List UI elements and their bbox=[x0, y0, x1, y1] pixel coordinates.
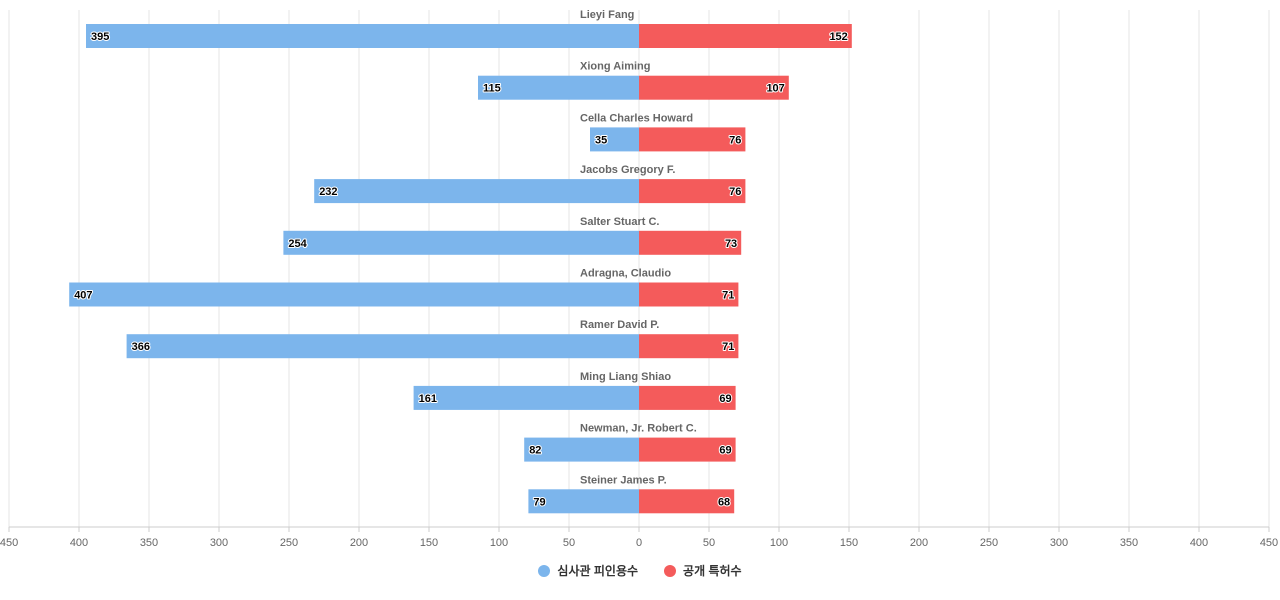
bar-examiner-citations[interactable] bbox=[524, 437, 639, 462]
data-label-examiner-citations: 366 bbox=[132, 341, 150, 353]
x-tick-label: 200 bbox=[910, 537, 928, 549]
legend-label-published-patents: 공개 특허수 bbox=[683, 564, 742, 578]
x-tick-label: 150 bbox=[840, 537, 858, 549]
bar-examiner-citations[interactable] bbox=[478, 75, 639, 100]
x-tick-label: 100 bbox=[770, 537, 788, 549]
x-axis: 450 400 350 300 250 200 150 100 50 0 50 100 150 200 25… bbox=[0, 526, 1278, 549]
bar-examiner-citations[interactable] bbox=[528, 489, 639, 514]
x-tick-label: 300 bbox=[1050, 537, 1068, 549]
data-label-examiner-citations: 232 bbox=[319, 186, 337, 198]
bar-published-patents[interactable] bbox=[639, 230, 742, 255]
bar-published-patents[interactable] bbox=[639, 75, 789, 100]
data-label-published-patents: 76 bbox=[729, 134, 741, 146]
bar-examiner-citations[interactable] bbox=[314, 179, 639, 204]
x-tick-label: 350 bbox=[1120, 537, 1138, 549]
data-label-published-patents: 76 bbox=[729, 186, 741, 198]
data-label-published-patents: 152 bbox=[829, 31, 847, 43]
data-label-examiner-citations: 115 bbox=[483, 83, 501, 95]
bar-published-patents[interactable] bbox=[639, 179, 746, 204]
data-label-examiner-citations: 35 bbox=[595, 134, 607, 146]
legend-label-examiner-citations: 심사관 피인용수 bbox=[557, 564, 639, 578]
category-label: Steiner James P. bbox=[580, 474, 667, 486]
x-tick-label: 250 bbox=[980, 537, 998, 549]
legend: 심사관 피인용수 공개 특허수 bbox=[0, 562, 1280, 579]
bar-examiner-citations[interactable] bbox=[413, 385, 639, 410]
data-label-examiner-citations: 79 bbox=[533, 496, 545, 508]
category-label: Ramer David P. bbox=[580, 319, 659, 331]
data-label-published-patents: 71 bbox=[722, 290, 734, 302]
data-label-published-patents: 71 bbox=[722, 341, 734, 353]
bar-examiner-citations[interactable] bbox=[590, 127, 639, 152]
legend-marker-red bbox=[664, 564, 677, 577]
bar-published-patents[interactable] bbox=[639, 489, 735, 514]
diverging-bar-chart: Lieyi Fang 395 152 Xiong Aiming 115 107 Cella … bbox=[0, 9, 1278, 549]
x-tick-label: 100 bbox=[490, 537, 508, 549]
x-tick-label: 450 bbox=[1260, 537, 1278, 549]
bar-published-patents[interactable] bbox=[639, 334, 739, 359]
bar-published-patents[interactable] bbox=[639, 385, 736, 410]
category-label: Cella Charles Howard bbox=[580, 112, 693, 124]
category-label: Salter Stuart C. bbox=[580, 216, 659, 228]
data-label-published-patents: 69 bbox=[719, 445, 731, 457]
category-label: Adragna, Claudio bbox=[580, 268, 671, 280]
data-label-examiner-citations: 407 bbox=[74, 290, 92, 302]
data-label-published-patents: 68 bbox=[718, 496, 730, 508]
x-tick-label: 50 bbox=[563, 537, 575, 549]
x-tick-label: 150 bbox=[420, 537, 438, 549]
data-label-examiner-citations: 161 bbox=[419, 393, 437, 405]
bar-examiner-citations[interactable] bbox=[86, 24, 639, 48]
category-label: Jacobs Gregory F. bbox=[580, 164, 675, 176]
x-tick-label: 200 bbox=[350, 537, 368, 549]
category-label: Ming Liang Shiao bbox=[580, 371, 671, 383]
x-tick-label: 50 bbox=[703, 537, 715, 549]
category-label: Xiong Aiming bbox=[580, 61, 650, 73]
data-label-published-patents: 69 bbox=[719, 393, 731, 405]
bars bbox=[69, 24, 852, 514]
bar-examiner-citations[interactable] bbox=[283, 230, 639, 255]
data-label-examiner-citations: 395 bbox=[91, 31, 109, 43]
x-tick-label: 400 bbox=[70, 537, 88, 549]
x-tick-label: 350 bbox=[140, 537, 158, 549]
data-label-examiner-citations: 254 bbox=[288, 238, 307, 250]
x-tick-label: 400 bbox=[1190, 537, 1208, 549]
bar-published-patents[interactable] bbox=[639, 24, 852, 48]
x-tick-label: 0 bbox=[636, 537, 642, 549]
legend-item-examiner-citations[interactable]: 심사관 피인용수 bbox=[538, 562, 638, 579]
x-tick-label: 300 bbox=[210, 537, 228, 549]
x-tick-label: 250 bbox=[280, 537, 298, 549]
legend-item-published-patents[interactable]: 공개 특허수 bbox=[664, 562, 742, 579]
bar-examiner-citations[interactable] bbox=[69, 282, 639, 307]
legend-marker-blue bbox=[538, 564, 551, 577]
category-label: Newman, Jr. Robert C. bbox=[580, 423, 697, 435]
data-label-examiner-citations: 82 bbox=[529, 445, 541, 457]
bar-examiner-citations[interactable] bbox=[126, 334, 640, 359]
data-label-published-patents: 73 bbox=[725, 238, 737, 250]
data-label-published-patents: 107 bbox=[766, 83, 784, 95]
x-tick-label: 450 bbox=[0, 537, 18, 549]
bar-published-patents[interactable] bbox=[639, 127, 746, 152]
bar-published-patents[interactable] bbox=[639, 437, 736, 462]
category-label: Lieyi Fang bbox=[580, 9, 634, 21]
bar-published-patents[interactable] bbox=[639, 282, 739, 307]
labels: Lieyi Fang 395 152 Xiong Aiming 115 107 Cella … bbox=[73, 9, 849, 509]
